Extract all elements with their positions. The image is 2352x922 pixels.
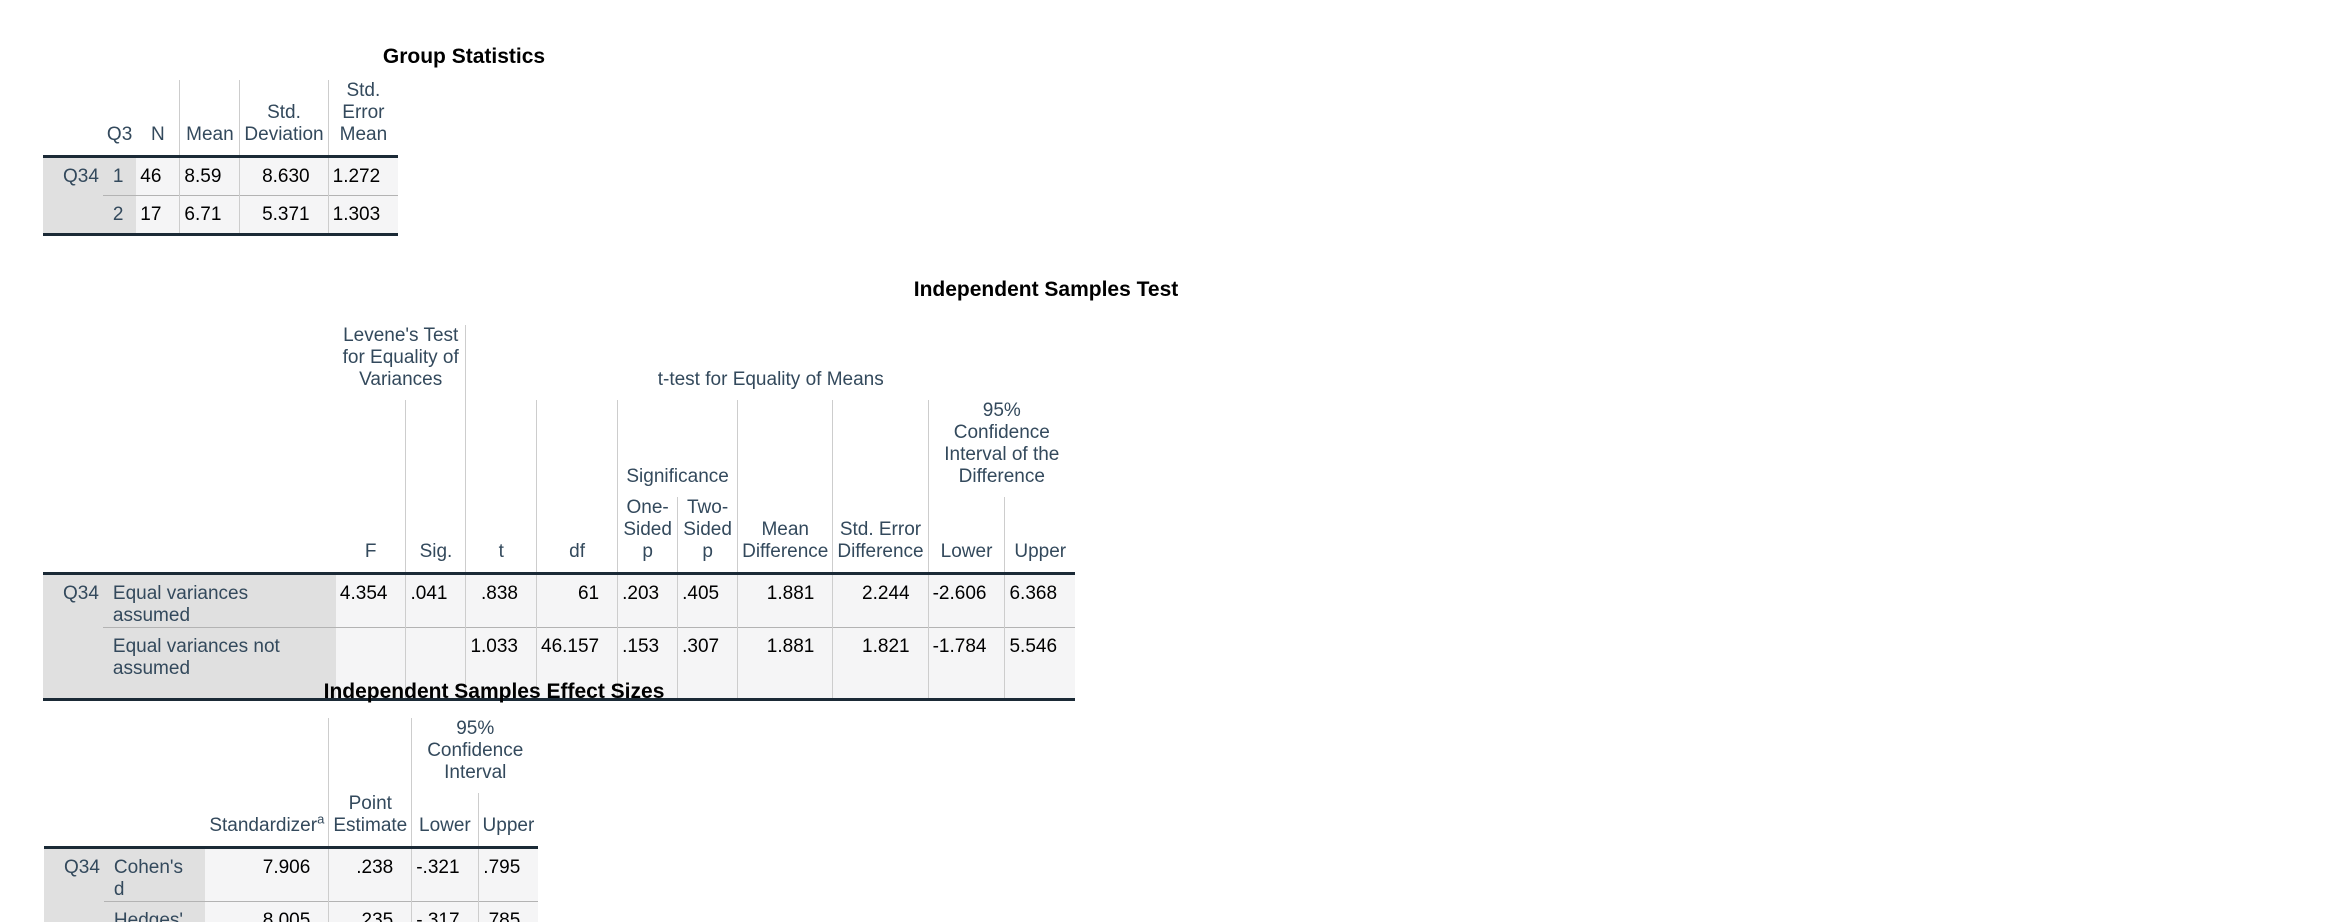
effect-sizes-title: Independent Samples Effect Sizes	[323, 680, 665, 703]
header-spacer	[328, 718, 412, 793]
cell-std-deviation: 8.630	[239, 155, 329, 196]
cell-one-sided-p: .203	[617, 572, 678, 628]
cell-point-estimate: .235	[328, 901, 412, 922]
col-header-std-deviation: Std. Deviation	[239, 80, 329, 157]
col-header-std-error-difference: Std. Error Difference	[832, 400, 929, 574]
cell-std-error-difference: 1.821	[832, 627, 929, 701]
span-header-row: 95% Confidence Interval	[44, 718, 539, 848]
table-row: Equal variances not assumed 1.033 46.157…	[43, 627, 1076, 701]
cell-standardizer: 7.906	[205, 846, 329, 902]
col-header-point-estimate: Point Estimate	[328, 793, 412, 848]
table-row: Hedges' correction 8.005 .235 -.317 .785	[44, 901, 539, 922]
cell-row-label: Hedges' correction	[103, 901, 206, 922]
cell-std-error-mean: 1.303	[327, 195, 399, 236]
cell-row-label: Cohen's d	[103, 846, 206, 902]
col-header-t: t	[465, 497, 537, 574]
col-header-upper: Upper	[1004, 497, 1076, 574]
cell-group: 1	[102, 155, 137, 196]
header-spacer	[465, 400, 537, 497]
cell-row-label: Equal variances assumed	[102, 572, 336, 628]
cell-upper: .795	[477, 846, 539, 902]
cell-sig	[405, 627, 466, 701]
cell-df: 46.157	[535, 627, 618, 701]
col-header-standardizer: Standardizera	[205, 793, 329, 848]
cell-std-error-mean: 1.272	[327, 155, 399, 196]
cell-standardizer: 8.005	[205, 901, 329, 922]
cell-f: 4.354	[335, 572, 406, 628]
cell-std-deviation: 5.371	[239, 195, 329, 236]
table-row: 2 17 6.71 5.371 1.303	[43, 195, 399, 236]
row-var-label: Q34	[43, 155, 103, 236]
col-header-mean: Mean	[179, 80, 240, 157]
cell-mean: 6.71	[179, 195, 240, 236]
header-row: F Sig. t df One-Sided p Two-Sided p Lowe…	[43, 497, 1076, 574]
header-corner	[44, 718, 206, 848]
header-row: Q3 N Mean Std. Deviation Std. Error Mean	[43, 80, 399, 157]
col-header-lower: Lower	[927, 497, 1005, 574]
col-header-upper: Upper	[477, 793, 539, 848]
col-header-mean-difference: Mean Difference	[737, 400, 833, 574]
table-row: Q34 Equal variances assumed 4.354 .041 .…	[43, 572, 1076, 701]
cell-two-sided-p: .307	[677, 627, 738, 701]
ci-span-header: 95% Confidence Interval	[411, 718, 539, 793]
independent-samples-test-table[interactable]: Levene's Test for Equality of Variances …	[43, 325, 1076, 701]
cell-sig: .041	[405, 572, 466, 628]
cell-n: 46	[136, 155, 180, 196]
row-var-label: Q34	[43, 572, 103, 701]
header-spacer	[335, 400, 406, 497]
cell-lower: -1.784	[927, 627, 1005, 701]
cell-mean: 8.59	[179, 155, 240, 196]
independent-samples-test-title: Independent Samples Test	[913, 278, 1179, 301]
cell-n: 17	[136, 195, 180, 236]
cell-lower: -2.606	[927, 572, 1005, 628]
cell-mean-difference: 1.881	[737, 572, 833, 628]
col-header-n: N	[136, 80, 180, 157]
cell-lower: -.317	[411, 901, 479, 922]
table-row: Q34 1 46 8.59 8.630 1.272	[43, 155, 399, 236]
col-header-two-sided-p: Two-Sided p	[677, 497, 738, 574]
cell-group: 2	[102, 195, 137, 236]
cell-upper: 5.546	[1004, 627, 1076, 701]
header-spacer	[535, 400, 618, 497]
col-header-lower: Lower	[411, 793, 479, 848]
cell-row-label: Equal variances not assumed	[102, 627, 336, 701]
levene-span-header: Levene's Test for Equality of Variances	[335, 325, 466, 400]
cell-mean-difference: 1.881	[737, 627, 833, 701]
span-header-row: Significance Mean Difference Std. Error …	[43, 400, 1076, 574]
effect-sizes-table[interactable]: 95% Confidence Interval Standardizera Po…	[44, 718, 539, 922]
header-corner	[43, 80, 103, 157]
header-spacer	[405, 400, 466, 497]
cell-upper: 6.368	[1004, 572, 1076, 628]
col-header-one-sided-p: One-Sided p	[617, 497, 678, 574]
group-statistics-title: Group Statistics	[382, 45, 546, 68]
col-header-std-error-mean: Std. Error Mean	[327, 80, 399, 157]
cell-t: .838	[465, 572, 537, 628]
col-header-df: df	[535, 497, 618, 574]
cell-point-estimate: .238	[328, 846, 412, 902]
group-statistics-table[interactable]: Q3 N Mean Std. Deviation Std. Error Mean…	[43, 80, 399, 236]
cell-df: 61	[535, 572, 618, 628]
col-header-sig: Sig.	[405, 497, 466, 574]
header-corner	[43, 325, 336, 574]
col-header-group: Q3	[102, 80, 137, 157]
ttest-span-header: t-test for Equality of Means	[465, 325, 1076, 400]
cell-two-sided-p: .405	[677, 572, 738, 628]
table-row: Q34 Cohen's d 7.906 .238 -.321 .795	[44, 846, 539, 922]
cell-upper: .785	[477, 901, 539, 922]
row-var-label: Q34	[44, 846, 104, 922]
ci-difference-span-header: 95% Confidence Interval of the Differenc…	[927, 400, 1076, 497]
cell-t: 1.033	[465, 627, 537, 701]
footnote-marker: a	[317, 811, 325, 827]
header-row: Standardizera Point Estimate Lower Upper	[44, 793, 539, 848]
cell-std-error-difference: 2.244	[832, 572, 929, 628]
cell-one-sided-p: .153	[617, 627, 678, 701]
significance-span-header: Significance	[617, 400, 738, 497]
cell-lower: -.321	[411, 846, 479, 902]
cell-f	[335, 627, 406, 701]
span-header-row: Levene's Test for Equality of Variances …	[43, 325, 1076, 574]
col-header-f: F	[335, 497, 406, 574]
header-spacer	[205, 718, 329, 793]
